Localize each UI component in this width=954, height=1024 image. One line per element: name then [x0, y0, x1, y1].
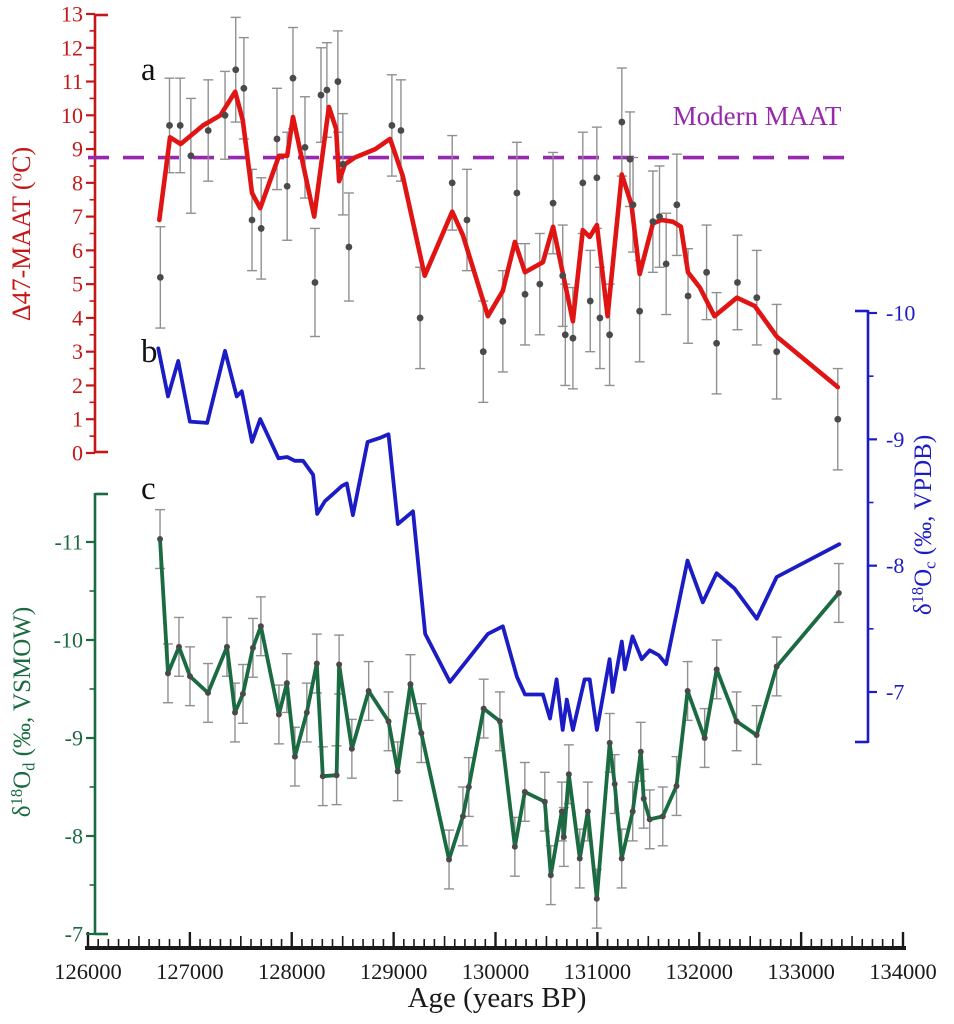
blue-tick-label: -8	[886, 553, 904, 578]
red-tick-label: 5	[72, 272, 83, 297]
red-tick-label: 12	[61, 35, 83, 60]
red-tick-label: 2	[72, 373, 83, 398]
x-tick-label: 132000	[666, 959, 734, 984]
blue-tick-label: -7	[886, 680, 904, 705]
panel-letter-b: b	[141, 334, 158, 370]
x-tick-label: 128000	[258, 959, 326, 984]
modern-maat-annotation: Modern MAAT	[88, 101, 852, 160]
x-axis: 126000 127000 128000 129000 130000 131000 1320…	[54, 932, 937, 1014]
green-tick-label: -9	[65, 726, 83, 751]
panel-letter-c: c	[141, 471, 156, 507]
x-tick-label: 134000	[869, 959, 937, 984]
green-tick-label: -7	[65, 922, 83, 947]
d47-scatter-points	[156, 66, 842, 423]
x-axis-title: Age (years BP)	[408, 982, 587, 1014]
d18oc-line	[156, 346, 842, 732]
red-tick-label: 7	[72, 204, 83, 229]
x-tick-label: 126000	[54, 959, 122, 984]
x-tick-label: 129000	[360, 959, 428, 984]
d47-maat-line	[157, 89, 841, 390]
green-tick-label: -10	[54, 628, 83, 653]
x-tick-label: 133000	[767, 959, 835, 984]
red-tick-label: 1	[72, 407, 83, 432]
red-tick-label: 11	[62, 69, 83, 94]
panel-letter-a: a	[141, 52, 156, 88]
d18od-points	[157, 536, 842, 902]
green-axis-title: δ18Od (‰, VSMOW)	[7, 607, 39, 817]
red-axis-title: Δ47-MAAT (oC)	[7, 147, 36, 321]
blue-axis: -10 -9 -8 -7 δ18Oc (‰, VPDB)	[855, 301, 940, 744]
green-axis: -11 -10 -9 -8 -7 δ18Od (‰, VSMOW)	[7, 492, 108, 947]
green-tick-label: -11	[54, 530, 83, 555]
panel-letters: a b c	[141, 52, 158, 507]
blue-axis-title: δ18Oc (‰, VPDB)	[908, 435, 940, 615]
blue-tick-label: -9	[886, 427, 904, 452]
x-tick-label: 127000	[156, 959, 224, 984]
red-tick-label: 8	[72, 170, 83, 195]
modern-maat-label: Modern MAAT	[673, 101, 842, 131]
red-tick-label: 9	[72, 137, 83, 162]
red-tick-label: 3	[72, 339, 83, 364]
red-tick-label: 6	[72, 238, 83, 263]
red-tick-label: 0	[72, 441, 83, 466]
red-tick-label: 4	[72, 305, 83, 330]
d47-error-bars	[155, 16, 843, 471]
x-tick-label: 130000	[462, 959, 530, 984]
red-tick-label: 10	[61, 103, 83, 128]
x-tick-label: 131000	[564, 959, 632, 984]
red-tick-label: 13	[61, 2, 83, 27]
green-tick-label: -8	[65, 824, 83, 849]
blue-tick-label: -10	[886, 301, 915, 326]
